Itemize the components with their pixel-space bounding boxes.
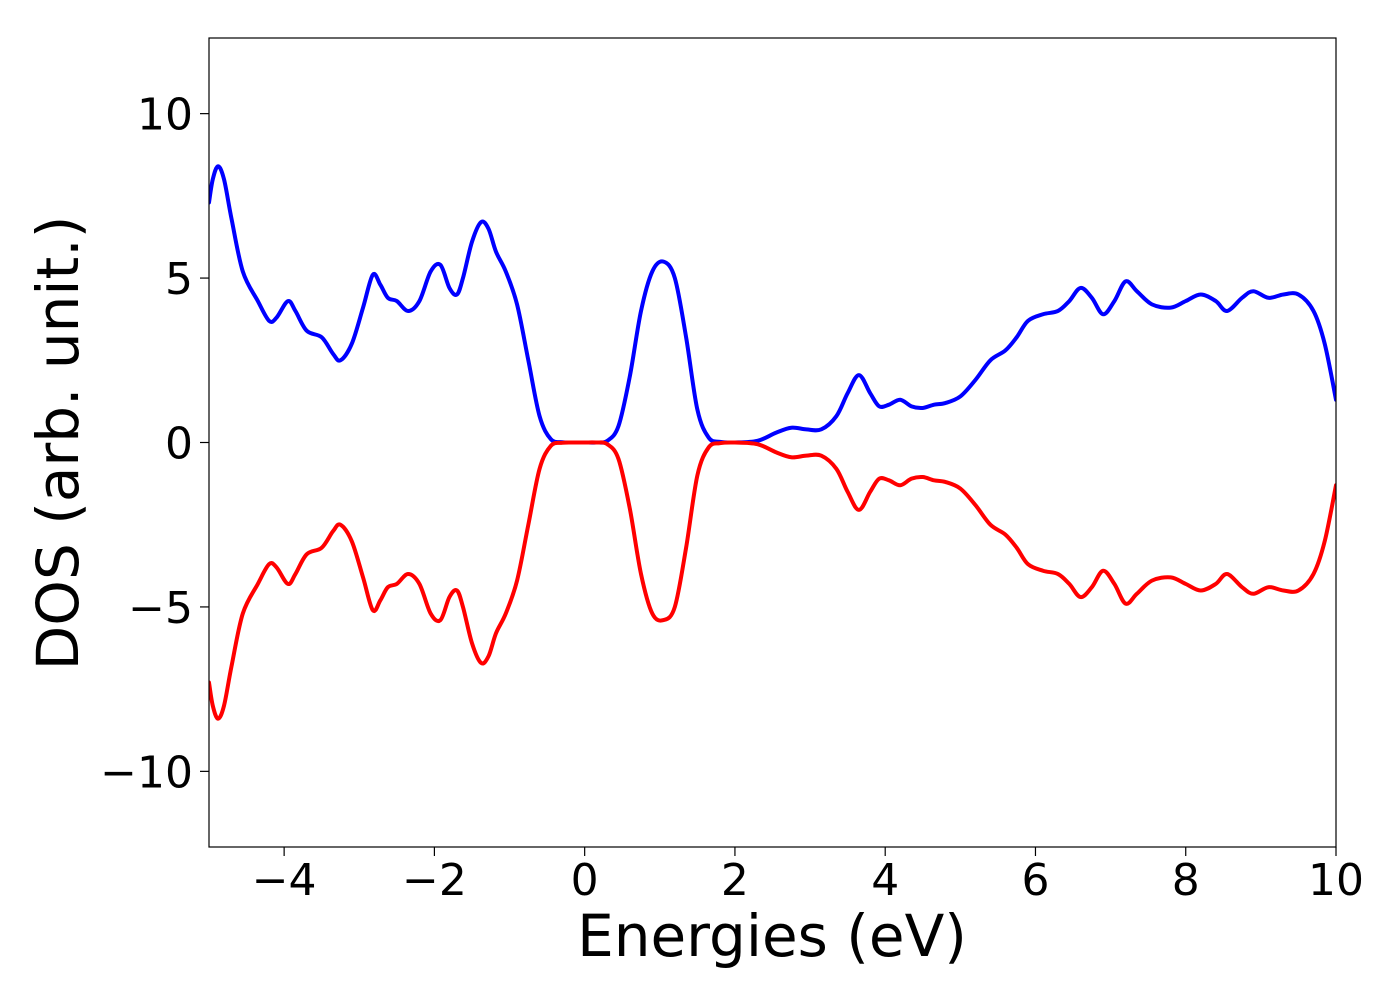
series-layer [209, 164, 1336, 721]
plot-frame [208, 37, 1337, 848]
y-tick-label: 5 [165, 254, 193, 305]
x-tick-label: 4 [871, 855, 899, 906]
x-tick-label: 8 [1172, 855, 1200, 906]
x-tick-label: 2 [721, 855, 749, 906]
series-line-red [209, 440, 1336, 721]
x-axis-title: Energies (eV) [577, 902, 967, 970]
y-tick-label: 10 [137, 90, 193, 141]
y-axis-title: DOS (arb. unit.) [24, 216, 92, 671]
series-line-blue [209, 164, 1336, 445]
y-axis: −10 −5 0 5 10 [100, 90, 209, 798]
x-tick-label: 6 [1021, 855, 1049, 906]
x-tick-label: −2 [402, 855, 467, 906]
x-tick-label: 10 [1308, 855, 1364, 906]
x-tick-label: 0 [571, 855, 599, 906]
x-tick-label: −4 [252, 855, 317, 906]
y-tick-label: 0 [165, 419, 193, 470]
y-tick-label: −5 [128, 583, 193, 634]
y-tick-label: −10 [100, 747, 193, 798]
x-axis: −4 −2 0 2 4 6 8 10 [252, 847, 1364, 906]
